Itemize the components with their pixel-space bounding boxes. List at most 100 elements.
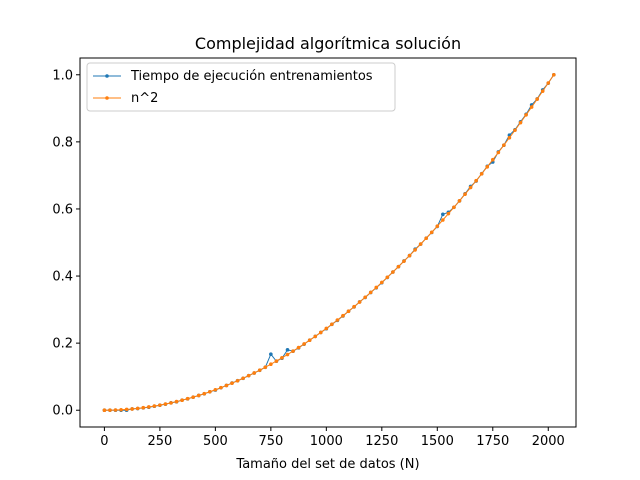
- chart-title: Complejidad algorítmica solución: [195, 34, 461, 53]
- x-tick-label-7: 1750: [476, 434, 509, 449]
- y-tick-label-1: 0.2: [52, 337, 73, 352]
- series-1-point-39: [318, 330, 323, 335]
- series-1-point-58: [424, 236, 429, 241]
- series-1-point-72: [502, 143, 506, 147]
- y-axis-ticks: 0.0 0.2 0.4 0.6 0.8 1.0: [52, 68, 80, 419]
- series-1-point-63: [452, 205, 456, 210]
- series-1-point-7: [141, 405, 146, 410]
- series-1-point-31: [274, 359, 279, 363]
- series-1-point-17: [196, 393, 201, 398]
- series-1-point-41: [330, 322, 334, 327]
- series-1-point-74: [513, 128, 517, 133]
- series-1-point-4: [124, 407, 129, 412]
- series-1-point-47: [363, 295, 367, 300]
- series-1-point-60: [435, 224, 440, 228]
- series-1-point-33: [285, 352, 290, 357]
- series-1-point-25: [241, 376, 245, 381]
- y-tick-label-4: 0.8: [52, 135, 73, 150]
- series-line-1: [104, 74, 555, 411]
- series-1-point-50: [380, 280, 384, 285]
- series-1-point-69: [485, 165, 490, 169]
- series-1-point-53: [396, 264, 401, 269]
- series-1-point-19: [208, 389, 212, 394]
- series-1-point-13: [174, 399, 179, 404]
- axes-frame: [79, 57, 577, 428]
- series-1-point-81: [552, 72, 556, 77]
- series-1-point-26: [246, 373, 251, 378]
- plot-area: [80, 58, 576, 427]
- series-1-point-68: [479, 172, 484, 176]
- legend: Tiempo de ejecución entrenamientos n^2: [86, 62, 396, 112]
- legend-box: [86, 62, 396, 112]
- x-axis-label: Tamaño del set de datos (N): [235, 457, 419, 472]
- series-1-point-34: [291, 349, 295, 353]
- series-1-point-38: [313, 334, 318, 339]
- series-1-point-14: [180, 398, 184, 403]
- series-0-point-33: [285, 348, 290, 352]
- series-1-point-77: [529, 105, 534, 109]
- series-1-point-54: [402, 259, 406, 263]
- series-1-point-62: [446, 211, 451, 216]
- series-1-point-51: [385, 275, 390, 280]
- series-1-point-49: [374, 285, 379, 290]
- series-1-point-56: [413, 248, 417, 252]
- series-1-point-80: [546, 81, 551, 85]
- x-tick-label-2: 500: [203, 434, 228, 449]
- series-1-point-24: [235, 378, 240, 383]
- legend-swatch-marker-1: [105, 96, 109, 100]
- legend-swatch-marker-0: [105, 74, 109, 78]
- x-tick-label-0: 0: [100, 434, 108, 449]
- series-1-point-76: [524, 113, 528, 117]
- series-1-point-1: [108, 408, 112, 412]
- y-tick-label-3: 0.6: [52, 202, 73, 217]
- series-1-point-5: [130, 407, 134, 411]
- series-1-point-11: [163, 402, 168, 406]
- series-1-point-43: [341, 313, 345, 318]
- series-1-point-40: [324, 326, 329, 331]
- x-tick-label-1: 250: [147, 434, 172, 449]
- x-tick-label-5: 1250: [365, 434, 398, 449]
- series-1-point-0: [102, 408, 107, 413]
- series-1-point-35: [296, 345, 301, 350]
- series-1-point-2: [113, 408, 118, 412]
- series-1-point-29: [263, 365, 268, 370]
- series-1-point-59: [429, 230, 434, 235]
- x-tick-label-3: 750: [258, 434, 283, 449]
- series-1-point-16: [191, 395, 195, 399]
- series-1-point-73: [507, 135, 512, 140]
- series-1-point-52: [391, 270, 395, 274]
- series-1-point-36: [302, 342, 306, 346]
- series-1-point-44: [346, 309, 351, 314]
- x-axis-ticks: 0 250 500 750 1000 1250 1500 1750 2000: [100, 427, 565, 449]
- series-1-point-57: [418, 242, 423, 246]
- series-1-point-30: [269, 362, 273, 367]
- series-1-point-42: [335, 318, 340, 322]
- series-1-point-10: [158, 403, 162, 407]
- series-1-point-79: [540, 89, 545, 93]
- legend-label-1: n^2: [131, 91, 158, 106]
- series-1-point-32: [280, 356, 284, 360]
- series-1-point-71: [496, 150, 501, 155]
- series-1-point-28: [257, 368, 262, 372]
- series-layer: [102, 72, 556, 413]
- series-1-point-45: [352, 304, 356, 309]
- series-1-point-12: [169, 401, 173, 405]
- series-1-point-70: [490, 157, 495, 162]
- series-1-point-66: [468, 185, 473, 190]
- series-1-point-3: [119, 407, 123, 412]
- legend-label-0: Tiempo de ejecución entrenamientos: [130, 69, 373, 84]
- series-1-point-23: [230, 381, 234, 385]
- series-1-point-21: [219, 385, 223, 390]
- series-1-point-27: [252, 371, 257, 375]
- y-tick-label-2: 0.4: [52, 270, 73, 285]
- series-1-point-75: [518, 120, 523, 125]
- series-1-point-9: [152, 404, 157, 408]
- series-1-point-22: [224, 383, 229, 388]
- series-1-point-55: [407, 253, 412, 258]
- series-1-point-46: [357, 300, 362, 304]
- series-1-point-18: [202, 391, 207, 396]
- x-tick-label-4: 1000: [310, 434, 343, 449]
- series-0-point-61: [441, 212, 445, 217]
- series-1-point-78: [535, 97, 539, 101]
